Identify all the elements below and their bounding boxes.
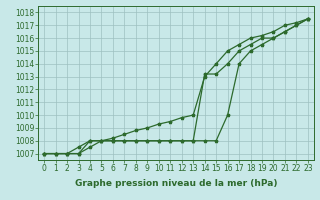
X-axis label: Graphe pression niveau de la mer (hPa): Graphe pression niveau de la mer (hPa) <box>75 179 277 188</box>
